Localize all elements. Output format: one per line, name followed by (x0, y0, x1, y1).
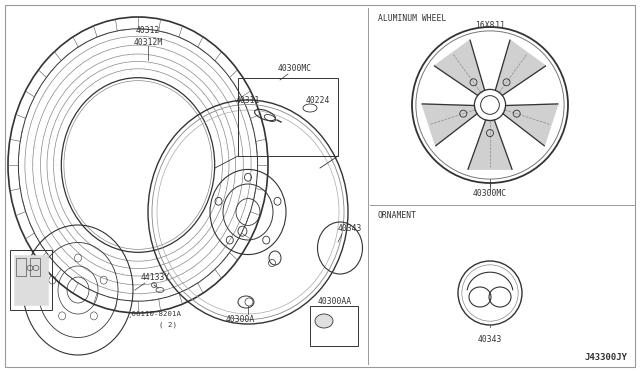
Polygon shape (422, 104, 477, 146)
Bar (14, 255, 48, 305)
Text: 40343: 40343 (478, 336, 502, 344)
Ellipse shape (315, 314, 333, 328)
Bar (30, 258, 40, 276)
Text: 44133Y: 44133Y (140, 273, 170, 282)
Polygon shape (468, 120, 512, 169)
Text: 16X8JJ: 16X8JJ (476, 20, 504, 29)
Text: 40300MC: 40300MC (473, 189, 507, 198)
Polygon shape (435, 40, 484, 95)
Text: 40312M: 40312M (133, 38, 163, 46)
Text: 40343: 40343 (338, 224, 362, 232)
Text: 40300AA: 40300AA (318, 298, 352, 307)
Bar (10, 250, 52, 310)
Bar (16, 258, 26, 276)
Text: ¸06110-8201A: ¸06110-8201A (128, 311, 182, 317)
Text: 40300A: 40300A (225, 315, 255, 324)
Text: 40224: 40224 (306, 96, 330, 105)
Text: ( 2): ( 2) (159, 322, 177, 328)
Polygon shape (495, 40, 545, 95)
Text: J43300JY: J43300JY (585, 353, 628, 362)
Text: 40311: 40311 (236, 96, 260, 105)
Text: 40300MC: 40300MC (278, 64, 312, 73)
Bar (238, 78, 338, 156)
Text: ORNAMENT: ORNAMENT (378, 211, 417, 219)
Text: ALUMINUM WHEEL: ALUMINUM WHEEL (378, 13, 446, 22)
Polygon shape (503, 104, 558, 146)
Bar (310, 306, 358, 346)
Text: 40312: 40312 (136, 26, 160, 35)
